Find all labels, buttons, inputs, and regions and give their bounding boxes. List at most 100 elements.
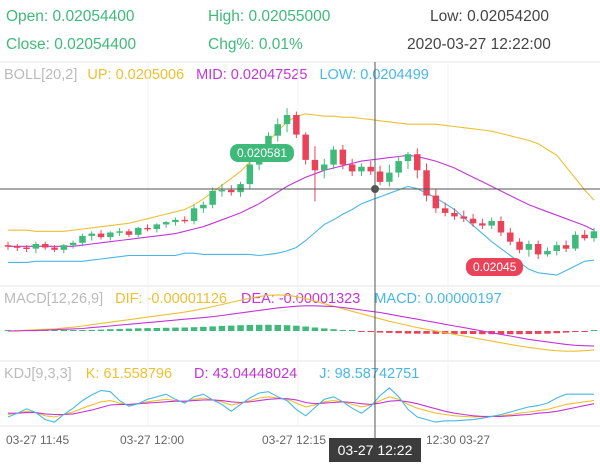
macd-bar (181, 327, 188, 331)
boll-upper-line (8, 113, 595, 232)
macd-bar (479, 331, 486, 335)
candle (432, 195, 440, 209)
candle (460, 216, 467, 219)
kdj-name: KDJ[9,3,3] (4, 366, 72, 382)
boll-low: LOW: 0.0204499 (319, 67, 429, 83)
macd-bar (497, 331, 505, 335)
boll-lower-line (8, 185, 595, 276)
macd-bar (525, 331, 533, 334)
macd-dif: DIF: -0.00001126 (115, 291, 227, 307)
candle (162, 222, 170, 225)
change-percent: Chg%: 0.01% (208, 36, 303, 53)
candle (358, 166, 365, 172)
macd-bar (581, 331, 588, 332)
macd-bar (209, 326, 216, 331)
close-value: Close: 0.02054400 (6, 36, 137, 53)
macd-dea-line (8, 305, 595, 347)
candle (572, 234, 579, 249)
candle (144, 227, 151, 230)
time-tick: 03-27 12:00 (120, 433, 185, 447)
macd-bar (293, 325, 300, 331)
macd-bar (451, 331, 458, 334)
candle (562, 245, 570, 249)
macd-bar (237, 325, 244, 331)
macd-bar (339, 330, 347, 331)
candle (274, 124, 281, 136)
candle (4, 245, 12, 247)
candle (228, 189, 235, 193)
macd-bar (562, 331, 570, 333)
candle (339, 149, 347, 165)
candle (544, 250, 551, 255)
candle (507, 232, 514, 242)
candle (311, 159, 319, 171)
macd-bar (228, 325, 235, 331)
candle (293, 115, 300, 135)
candle (190, 208, 198, 221)
candle (23, 247, 30, 249)
macd-bar (51, 330, 58, 331)
macd-bar (60, 330, 68, 331)
candle (135, 227, 142, 235)
macd-bar (423, 331, 430, 334)
boll-name: BOLL[20,2] (4, 67, 78, 83)
candle (581, 234, 588, 239)
candle (525, 244, 533, 250)
candle (553, 245, 560, 251)
kdj-j: J: 98.58742751 (319, 366, 420, 382)
candle (367, 166, 374, 172)
candle (479, 223, 486, 226)
macd-bar (265, 324, 272, 331)
macd-bar (516, 331, 523, 335)
kdj-d-line (8, 398, 595, 417)
macd-bar (534, 331, 542, 334)
macd-bar (135, 328, 142, 331)
candle (42, 244, 49, 248)
time-tick: 03-27 12:30 (426, 433, 491, 447)
macd-bar (116, 328, 123, 331)
candle (79, 235, 86, 243)
candle (218, 189, 226, 192)
candle (97, 233, 105, 238)
macd-bar (218, 325, 226, 331)
candle (209, 191, 216, 205)
candle (107, 232, 114, 238)
macd-bar (172, 327, 179, 331)
candle (497, 221, 505, 233)
macd-bar (460, 331, 467, 334)
macd-bar (107, 329, 114, 331)
kdj-k-line (7, 396, 595, 418)
macd-bar (125, 328, 133, 331)
macd-bar (153, 328, 161, 331)
candle (153, 224, 161, 229)
candle (172, 219, 179, 223)
candle (14, 246, 21, 248)
macd-bar (283, 325, 291, 331)
time-tick: 03-27 11:45 (6, 433, 70, 447)
macd-bar (302, 326, 309, 331)
crosshair-point (371, 185, 379, 193)
macd-bar (572, 331, 579, 332)
candle (423, 170, 430, 196)
boll-up: UP: 0.0205006 (87, 67, 185, 83)
macd-bar (544, 331, 551, 334)
macd-bar (367, 331, 374, 333)
high-value: High: 0.02055000 (208, 8, 331, 25)
macd-bar (274, 324, 281, 331)
candle (321, 164, 328, 171)
candle (125, 231, 133, 235)
candle (32, 244, 40, 249)
macd-dif-line (7, 294, 595, 352)
boll-mid: MID: 0.02047525 (196, 67, 308, 83)
low-value: Low: 0.02054200 (430, 8, 549, 25)
candle (246, 164, 254, 185)
candle (60, 245, 68, 250)
candle (386, 172, 393, 182)
macd-bar (386, 331, 393, 333)
macd-bar (79, 330, 86, 331)
macd-bar (162, 327, 170, 331)
candle (88, 233, 95, 236)
macd-bar (69, 330, 77, 331)
candle (283, 115, 291, 125)
